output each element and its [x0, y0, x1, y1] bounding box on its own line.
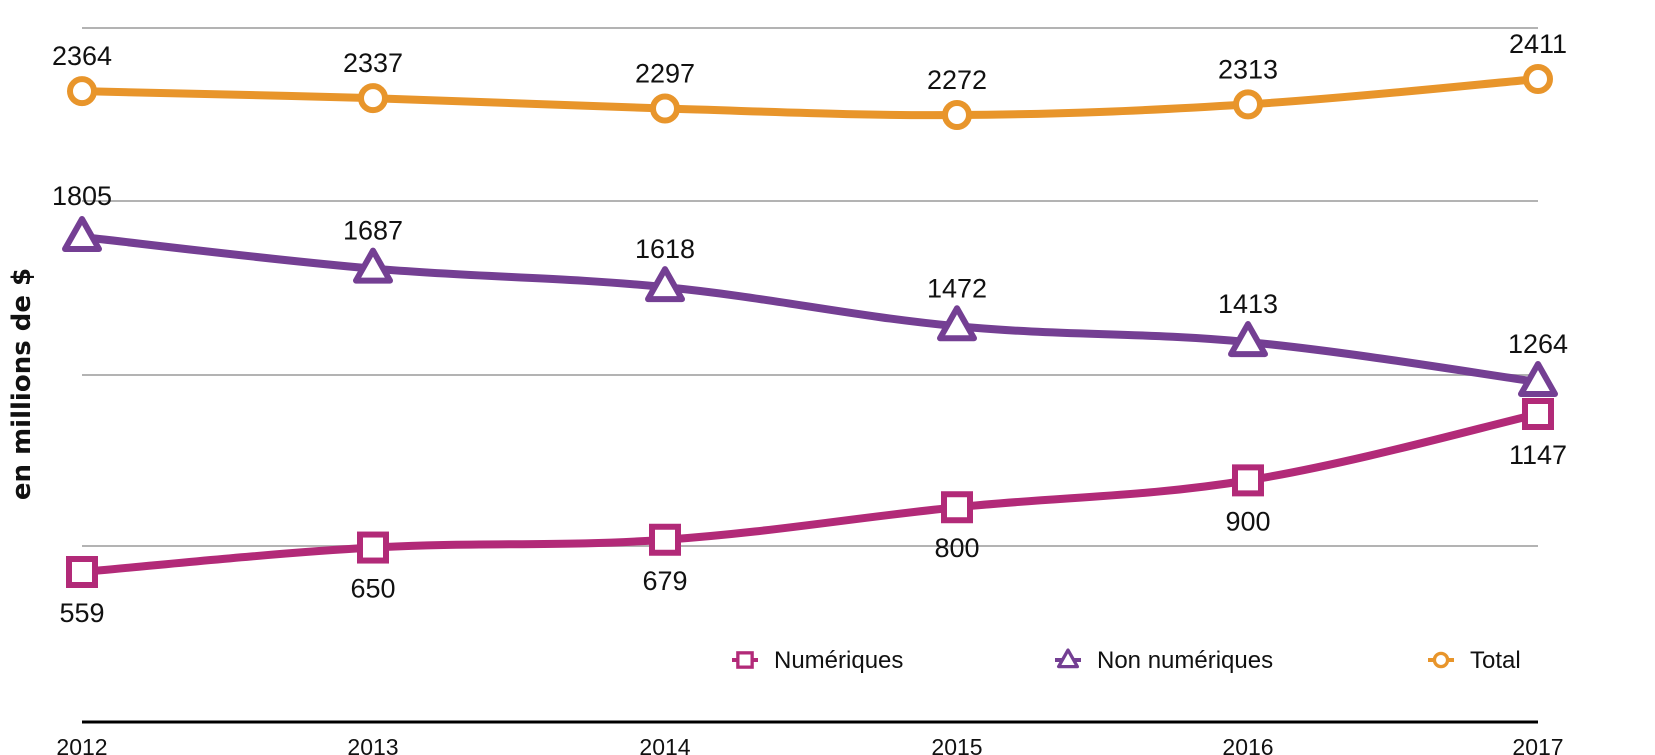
data-point-total: [650, 93, 680, 124]
data-point-total: [67, 76, 97, 107]
data-label-numeriques: 800: [934, 533, 979, 563]
series-non-numeriques: [62, 216, 1558, 397]
data-point-non-numeriques: [1228, 321, 1268, 358]
legend-item-non-numeriques: Non numériques: [1055, 647, 1273, 674]
x-tick-label: 2013: [347, 734, 398, 755]
data-point-numeriques: [941, 491, 973, 524]
data-point-non-numeriques: [937, 305, 977, 342]
y-axis-label: en millions de $: [7, 268, 37, 500]
data-label-total: 2337: [343, 48, 403, 78]
legend-label-non-numeriques: Non numériques: [1097, 647, 1273, 674]
data-label-total: 2297: [635, 59, 695, 89]
data-labels: 559 650 679 800 900 1147 1805 1687 1618 1472 1413 1…: [52, 29, 1568, 628]
data-point-non-numeriques: [1518, 361, 1558, 397]
legend-label-numeriques: Numériques: [774, 647, 903, 674]
legend-marker-numeriques: [736, 651, 754, 669]
x-tick-label: 2014: [639, 734, 690, 755]
data-label-non-numeriques: 1413: [1218, 289, 1278, 319]
data-point-non-numeriques: [62, 216, 102, 252]
data-point-numeriques: [1232, 464, 1264, 497]
data-label-non-numeriques: 1264: [1508, 329, 1568, 359]
data-point-numeriques: [1522, 398, 1554, 430]
data-point-non-numeriques: [645, 266, 685, 303]
data-point-non-numeriques: [353, 247, 393, 284]
data-label-non-numeriques: 1472: [927, 273, 987, 303]
series-layer: [62, 64, 1558, 588]
data-label-total: 2411: [1509, 29, 1567, 59]
data-label-numeriques: 900: [1225, 506, 1270, 536]
legend-item-total: Total: [1428, 647, 1521, 674]
data-point-numeriques: [66, 556, 98, 588]
legend-marker-non-numeriques: [1057, 648, 1079, 669]
x-tick-labels: 2012 2013 2014 2015 2016 2017: [56, 734, 1563, 755]
x-tick-label: 2016: [1222, 734, 1273, 755]
data-label-non-numeriques: 1687: [343, 216, 403, 246]
data-label-numeriques: 679: [642, 566, 687, 596]
data-point-total: [1233, 89, 1263, 120]
data-point-total: [358, 83, 388, 114]
data-point-numeriques: [357, 531, 389, 564]
gridlines: [82, 27, 1538, 547]
data-label-total: 2313: [1218, 54, 1278, 84]
data-point-numeriques: [649, 523, 681, 556]
x-tick-label: 2017: [1512, 734, 1563, 755]
series-line-total: [78, 75, 1542, 120]
legend-label-total: Total: [1470, 647, 1521, 674]
series-total: [67, 64, 1553, 130]
data-label-numeriques: 559: [59, 598, 104, 628]
x-tick-label: 2012: [56, 734, 107, 755]
legend-marker-total: [1432, 651, 1450, 669]
data-label-non-numeriques: 1805: [52, 181, 112, 211]
legend: Numériques Non numériques Total: [732, 647, 1521, 674]
series-line-non-numeriques: [78, 233, 1542, 386]
data-label-numeriques: 1147: [1509, 440, 1567, 470]
data-label-total: 2364: [52, 41, 112, 71]
legend-item-numeriques: Numériques: [732, 647, 903, 674]
series-line-numeriques: [78, 410, 1542, 576]
data-point-total: [1523, 64, 1553, 94]
data-point-total: [942, 100, 972, 130]
series-numeriques: [66, 398, 1554, 588]
data-label-total: 2272: [927, 65, 987, 95]
data-label-numeriques: 650: [350, 574, 395, 604]
x-tick-label: 2015: [931, 734, 982, 755]
data-label-non-numeriques: 1618: [635, 234, 695, 264]
